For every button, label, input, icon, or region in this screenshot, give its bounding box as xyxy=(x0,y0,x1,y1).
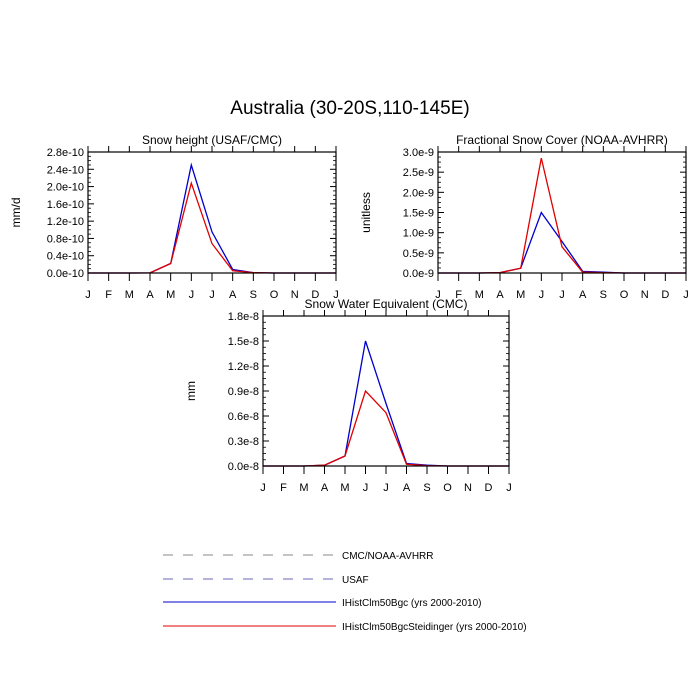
x-tick-label: D xyxy=(485,482,493,494)
x-tick-label: A xyxy=(229,289,237,301)
plot-frame xyxy=(262,315,510,467)
plot-frame xyxy=(87,151,337,274)
series-line-bgc xyxy=(438,211,686,274)
x-tick-label: M xyxy=(166,289,175,301)
y-tick-label: 2.4e-10 xyxy=(47,164,84,176)
y-tick-label: 1.5e-8 xyxy=(228,336,259,348)
x-tick-label: S xyxy=(600,289,607,301)
x-tick-label: J xyxy=(559,289,565,301)
y-tick-label: 1.2e-10 xyxy=(47,216,84,228)
chart-panel-3: Snow Water Equivalent (CMC) mm 0.0e-8 0.3e-… xyxy=(184,297,512,494)
y-axis-label: mm xyxy=(184,381,198,401)
x-tick-label: J xyxy=(506,482,512,494)
x-tick-label: J xyxy=(683,289,689,301)
x-tick-label: F xyxy=(455,289,462,301)
y-axis-label: unitless xyxy=(359,192,373,233)
y-tick-label: 1.8e-8 xyxy=(228,311,259,323)
legend-label-4: IHistClm50BgcSteidinger (yrs 2000-2010) xyxy=(342,622,527,633)
x-tick-label: M xyxy=(340,482,349,494)
x-tick-label: A xyxy=(321,482,329,494)
x-tick-label: M xyxy=(475,289,484,301)
y-tick-label: 0.6e-8 xyxy=(228,411,259,423)
chart-panel-2: Fractional Snow Cover (NOAA-AVHRR) unitle… xyxy=(359,133,689,301)
y-axis-label: mm/d xyxy=(9,198,23,228)
chart-title: Snow height (USAF/CMC) xyxy=(142,133,282,147)
y-tick-label: 0.8e-10 xyxy=(47,233,84,245)
x-tick-label: S xyxy=(250,289,257,301)
legend-label-2: USAF xyxy=(342,575,369,586)
y-tick-label: 1.5e-9 xyxy=(403,208,434,220)
y-tick-label: 0.0e-8 xyxy=(228,461,259,473)
legend-label-1: CMC/NOAA-AVHRR xyxy=(342,551,433,562)
legend: CMC/NOAA-AVHRR USAF IHistClm50Bgc (yrs 200… xyxy=(163,551,527,633)
x-tick-label: J xyxy=(189,289,195,301)
x-tick-label: J xyxy=(435,289,441,301)
y-tick-label: 2.5e-9 xyxy=(403,167,434,179)
series-line-steidinger xyxy=(438,157,686,274)
x-tick-label: J xyxy=(260,482,266,494)
x-tick-label: A xyxy=(146,289,154,301)
y-tick-label: 1.0e-9 xyxy=(403,228,434,240)
x-tick-label: J xyxy=(363,482,369,494)
chart-title: Snow Water Equivalent (CMC) xyxy=(305,297,468,311)
legend-label-3: IHistClm50Bgc (yrs 2000-2010) xyxy=(342,598,482,609)
y-tick-label: 2.0e-9 xyxy=(403,187,434,199)
x-tick-label: D xyxy=(661,289,669,301)
series-line-bgc xyxy=(88,162,336,274)
y-tick-label: 2.8e-10 xyxy=(47,147,84,159)
chart-panel-1: Snow height (USAF/CMC) mm/d 0.0e-10 0.4e-10… xyxy=(9,133,339,301)
x-tick-label: N xyxy=(464,482,472,494)
y-tick-label: 0.0e-9 xyxy=(403,268,434,280)
x-tick-label: M xyxy=(299,482,308,494)
x-tick-label: N xyxy=(641,289,649,301)
x-tick-label: J xyxy=(85,289,91,301)
x-tick-label: O xyxy=(270,289,279,301)
y-tick-label: 0.4e-10 xyxy=(47,251,84,263)
y-tick-label: 0.0e-10 xyxy=(47,268,84,280)
y-tick-label: 1.6e-10 xyxy=(47,199,84,211)
x-tick-label: A xyxy=(496,289,504,301)
series-line-steidinger xyxy=(88,180,336,274)
x-tick-label: A xyxy=(403,482,411,494)
plot-frame xyxy=(437,151,687,274)
x-tick-label: M xyxy=(516,289,525,301)
series-line-bgc xyxy=(263,340,509,467)
figure-title: Australia (30-20S,110-145E) xyxy=(230,98,470,119)
x-tick-label: F xyxy=(105,289,112,301)
x-tick-label: O xyxy=(443,482,452,494)
y-tick-label: 0.9e-8 xyxy=(228,386,259,398)
x-tick-label: D xyxy=(311,289,319,301)
y-tick-label: 2.0e-10 xyxy=(47,182,84,194)
x-tick-label: J xyxy=(209,289,215,301)
y-tick-label: 0.3e-8 xyxy=(228,436,259,448)
y-tick-label: 0.5e-9 xyxy=(403,248,434,260)
x-tick-label: M xyxy=(125,289,134,301)
x-tick-label: A xyxy=(579,289,587,301)
x-tick-label: J xyxy=(539,289,545,301)
y-tick-label: 1.2e-8 xyxy=(228,361,259,373)
chart-title: Fractional Snow Cover (NOAA-AVHRR) xyxy=(456,133,668,147)
x-tick-label: S xyxy=(423,482,430,494)
x-tick-label: O xyxy=(620,289,629,301)
x-tick-label: N xyxy=(291,289,299,301)
y-tick-label: 3.0e-9 xyxy=(403,147,434,159)
x-tick-label: F xyxy=(280,482,287,494)
x-tick-label: J xyxy=(383,482,389,494)
x-tick-label: J xyxy=(333,289,339,301)
